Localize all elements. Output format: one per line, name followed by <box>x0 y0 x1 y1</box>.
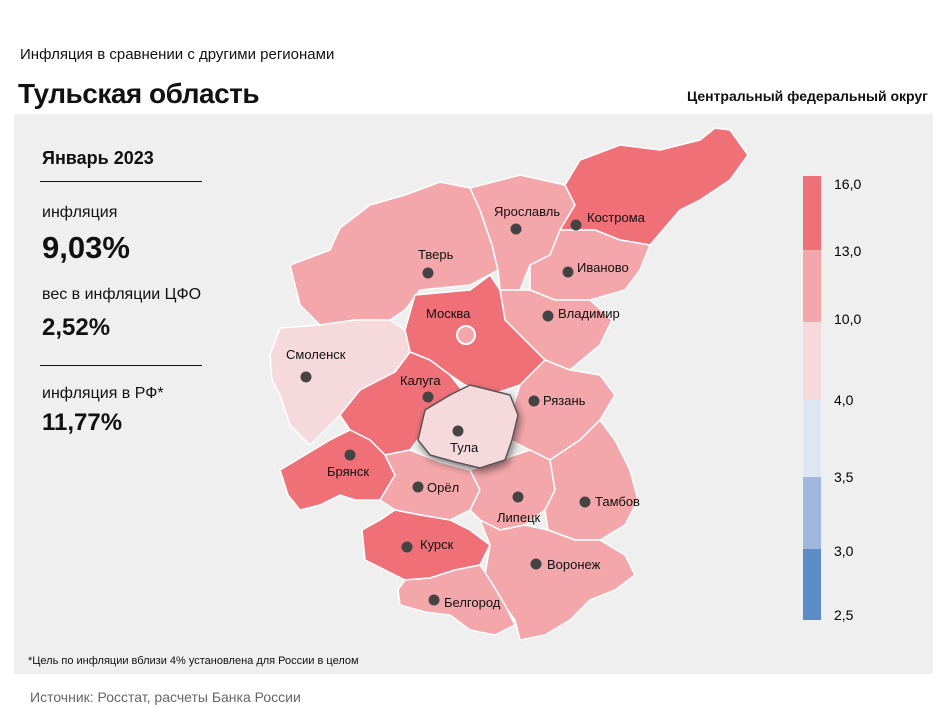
city-dot-bryansk[interactable] <box>344 449 356 461</box>
city-dot-tambov[interactable] <box>579 496 591 508</box>
legend-label: 10,0 <box>834 311 861 327</box>
city-label-ivanovo: Иваново <box>577 260 629 275</box>
weight-value: 2,52% <box>42 314 111 341</box>
footnote: *Цель по инфляции вблизи 4% установлена … <box>28 655 359 667</box>
legend-label: 4,0 <box>834 392 854 408</box>
city-dot-kursk[interactable] <box>401 541 413 553</box>
region-ivanovo[interactable] <box>529 229 651 301</box>
legend-label: 13,0 <box>834 243 861 259</box>
region-kostroma[interactable] <box>559 127 749 246</box>
city-label-moscow: Москва <box>426 306 471 321</box>
city-dot-ivanovo[interactable] <box>562 266 574 278</box>
divider <box>40 365 202 366</box>
city-dot-voronezh[interactable] <box>530 558 542 570</box>
legend-label: 3,5 <box>834 469 854 485</box>
city-dot-orel[interactable] <box>412 481 424 493</box>
region-voronezh[interactable] <box>479 519 636 641</box>
legend-bin-10-13 <box>803 250 821 322</box>
divider <box>40 181 202 182</box>
region-lipetsk[interactable] <box>469 449 556 531</box>
legend-bin-3.5-4 <box>803 400 821 477</box>
city-label-tver: Тверь <box>418 247 454 262</box>
city-dot-kostroma[interactable] <box>570 219 582 231</box>
city-label-smolensk: Смоленск <box>286 347 346 362</box>
city-label-bryansk: Брянск <box>327 464 369 479</box>
page-title: Тульская область <box>18 78 260 109</box>
legend-label: 16,0 <box>834 176 861 192</box>
city-label-yaroslavl: Ярославль <box>494 204 560 219</box>
city-label-tula: Тула <box>450 440 479 455</box>
city-dot-smolensk[interactable] <box>300 371 312 383</box>
inflation-label: инфляция <box>42 204 118 221</box>
city-dot-belgorod[interactable] <box>428 594 440 606</box>
chart-subtitle: Инфляция в сравнении с другими регионами <box>20 46 335 63</box>
legend-labels: 16,0 13,0 10,0 4,0 3,5 3,0 2,5 <box>834 176 861 623</box>
city-label-kursk: Курск <box>420 537 454 552</box>
city-dot-lipetsk[interactable] <box>512 491 524 503</box>
city-label-kostroma: Кострома <box>587 210 646 225</box>
rf-inflation-label: инфляция в РФ* <box>42 385 164 402</box>
legend-label: 2,5 <box>834 607 854 623</box>
city-dot-yaroslavl[interactable] <box>510 223 522 235</box>
region-orel[interactable] <box>379 449 481 521</box>
region-belgorod[interactable] <box>397 564 516 636</box>
region-tula-highlighted[interactable] <box>417 384 519 469</box>
city-labels: Ярославль Кострома Тверь Иваново Москва … <box>286 204 646 610</box>
city-label-orel: Орёл <box>427 480 459 495</box>
period-label: Январь 2023 <box>42 148 154 168</box>
city-label-lipetsk: Липецк <box>497 510 541 525</box>
region-tambov[interactable] <box>544 419 639 541</box>
city-dot-vladimir[interactable] <box>542 310 554 322</box>
region-kursk[interactable] <box>361 509 491 581</box>
city-label-tambov: Тамбов <box>595 494 640 509</box>
city-dot-tver[interactable] <box>422 267 434 279</box>
rf-inflation-value: 11,77% <box>42 409 123 436</box>
district-label: Центральный федеральный округ <box>686 88 928 104</box>
legend-bar <box>803 176 821 620</box>
legend-bin-13-16 <box>803 176 821 250</box>
city-dot-kaluga[interactable] <box>422 391 434 403</box>
city-dot-moscow[interactable] <box>456 325 476 345</box>
city-label-voronezh: Воронеж <box>547 557 601 572</box>
legend-label: 3,0 <box>834 543 854 559</box>
city-label-ryazan: Рязань <box>543 393 586 408</box>
legend-bin-4-10 <box>803 322 821 400</box>
city-label-belgorod: Белгород <box>444 595 501 610</box>
weight-label: вес в инфляции ЦФО <box>42 286 202 303</box>
city-dot-tula[interactable] <box>452 425 464 437</box>
city-label-vladimir: Владимир <box>558 306 620 321</box>
legend-bin-2.5-3 <box>803 549 821 620</box>
inflation-value: 9,03% <box>42 230 130 265</box>
city-markers <box>300 219 591 606</box>
legend-bin-3-3.5 <box>803 477 821 549</box>
city-label-kaluga: Калуга <box>400 373 441 388</box>
source-note: Источник: Росстат, расчеты Банка России <box>30 689 301 705</box>
city-dot-ryazan[interactable] <box>528 395 540 407</box>
